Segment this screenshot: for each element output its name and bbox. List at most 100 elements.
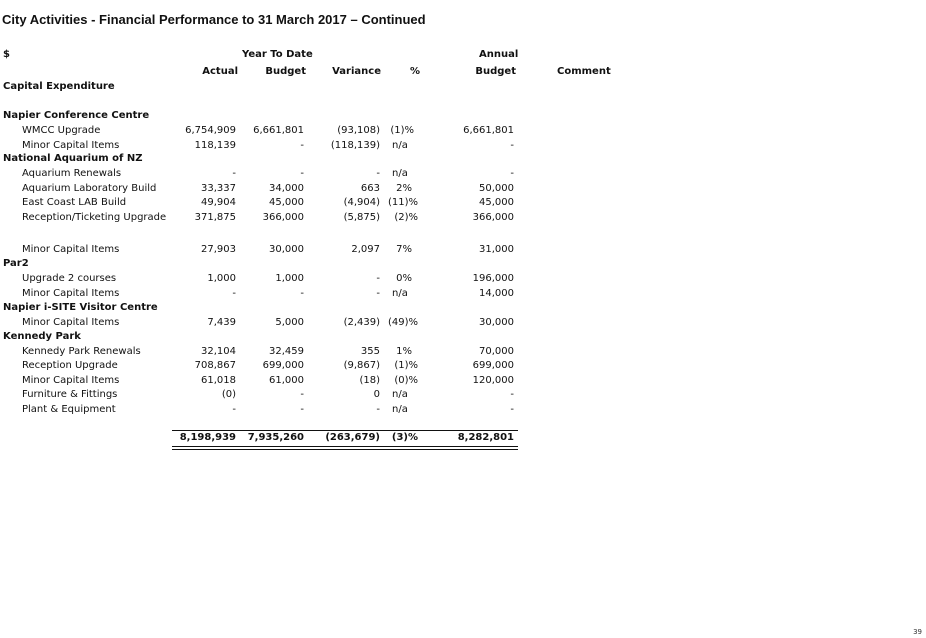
annual-value: 31,000: [479, 244, 514, 255]
budget-value: 366,000: [262, 212, 304, 223]
percent-value: 7%: [396, 244, 412, 255]
annual-value: 366,000: [472, 212, 514, 223]
percent-value: 0%: [396, 273, 412, 284]
percent-value: (49)%: [387, 317, 418, 328]
actual-value: 708,867: [194, 360, 236, 371]
row-label: Minor Capital Items: [22, 244, 120, 255]
percent-value: (0)%: [394, 375, 418, 386]
budget-header: Budget: [265, 66, 306, 77]
variance-value: -: [376, 288, 380, 299]
row-label: Aquarium Laboratory Build: [22, 183, 157, 194]
percent-header: %: [410, 66, 421, 77]
actual-value: 371,875: [194, 212, 236, 223]
budget-value: -: [300, 404, 304, 415]
variance-value: (9,867): [343, 360, 380, 371]
annual-value: 14,000: [479, 288, 514, 299]
percent-value: n/a: [392, 140, 408, 151]
capital-expenditure-heading: Capital Expenditure: [3, 81, 115, 92]
variance-value: -: [376, 168, 380, 179]
annual-group-header: Annual: [479, 49, 519, 60]
variance-value: (118,139): [330, 140, 380, 151]
budget-value: -: [300, 389, 304, 400]
total-actual: 8,198,939: [179, 432, 236, 443]
total-top-rule: [172, 430, 518, 431]
ytd-group-header: Year To Date: [242, 49, 313, 60]
annual-value: 70,000: [479, 346, 514, 357]
percent-value: n/a: [392, 389, 408, 400]
row-label: Minor Capital Items: [22, 375, 120, 386]
variance-value: -: [376, 273, 380, 284]
budget-value: 5,000: [275, 317, 304, 328]
budget-value: -: [300, 288, 304, 299]
total-variance: (263,679): [325, 432, 380, 443]
percent-value: (11)%: [387, 197, 418, 208]
actual-value: 1,000: [207, 273, 236, 284]
row-label: Kennedy Park Renewals: [22, 346, 141, 357]
annual-value: -: [510, 168, 514, 179]
annual-value: 50,000: [479, 183, 514, 194]
budget-value: 1,000: [275, 273, 304, 284]
actual-value: -: [232, 404, 236, 415]
row-label: Reception/Ticketing Upgrade: [22, 212, 167, 223]
annual-value: -: [510, 404, 514, 415]
variance-value: -: [376, 404, 380, 415]
total-percent: (3)%: [391, 432, 418, 443]
annual-value: -: [510, 389, 514, 400]
variance-value: (5,875): [343, 212, 380, 223]
actual-value: -: [232, 168, 236, 179]
currency-label: $: [3, 49, 10, 60]
row-label: Plant & Equipment: [22, 404, 116, 415]
variance-value: 2,097: [351, 244, 380, 255]
row-label: WMCC Upgrade: [22, 125, 101, 136]
row-label: Aquarium Renewals: [22, 168, 122, 179]
variance-value: (93,108): [337, 125, 380, 136]
budget-value: 30,000: [269, 244, 304, 255]
annual-value: 699,000: [472, 360, 514, 371]
annual-value: 196,000: [472, 273, 514, 284]
variance-value: 355: [360, 346, 380, 357]
annual-value: 30,000: [479, 317, 514, 328]
variance-value: 0: [373, 389, 380, 400]
annual-value: 120,000: [472, 375, 514, 386]
annual-value: 6,661,801: [463, 125, 514, 136]
variance-value: (18): [359, 375, 380, 386]
actual-value: 61,018: [201, 375, 236, 386]
percent-value: n/a: [392, 288, 408, 299]
variance-value: (2,439): [343, 317, 380, 328]
total-budget: 7,935,260: [247, 432, 304, 443]
annual-value: -: [510, 140, 514, 151]
variance-value: 663: [360, 183, 380, 194]
actual-value: 49,904: [201, 197, 236, 208]
page-title: City Activities - Financial Performance …: [2, 12, 426, 27]
row-label: Upgrade 2 courses: [22, 273, 117, 284]
row-label: Furniture & Fittings: [22, 389, 118, 400]
budget-value: 699,000: [262, 360, 304, 371]
actual-value: 118,139: [194, 140, 236, 151]
total-annual: 8,282,801: [457, 432, 514, 443]
percent-value: (2)%: [394, 212, 418, 223]
budget-value: 61,000: [269, 375, 304, 386]
annual-budget-header: Budget: [475, 66, 516, 77]
percent-value: n/a: [392, 168, 408, 179]
actual-value: (0): [221, 389, 236, 400]
total-double-rule: [172, 446, 518, 450]
budget-value: -: [300, 140, 304, 151]
row-label: Minor Capital Items: [22, 288, 120, 299]
percent-value: 1%: [396, 346, 412, 357]
row-label: Minor Capital Items: [22, 140, 120, 151]
budget-value: 6,661,801: [253, 125, 304, 136]
section-heading: Par2: [3, 258, 29, 269]
budget-value: -: [300, 168, 304, 179]
variance-header: Variance: [332, 66, 381, 77]
actual-value: 32,104: [201, 346, 236, 357]
section-heading: Napier i-SITE Visitor Centre: [3, 302, 158, 313]
actual-value: 33,337: [201, 183, 236, 194]
percent-value: 2%: [396, 183, 412, 194]
percent-value: (1)%: [394, 360, 418, 371]
comment-header: Comment: [557, 66, 611, 77]
annual-value: 45,000: [479, 197, 514, 208]
page-number: 39: [913, 628, 922, 636]
budget-value: 45,000: [269, 197, 304, 208]
row-label: East Coast LAB Build: [22, 197, 127, 208]
